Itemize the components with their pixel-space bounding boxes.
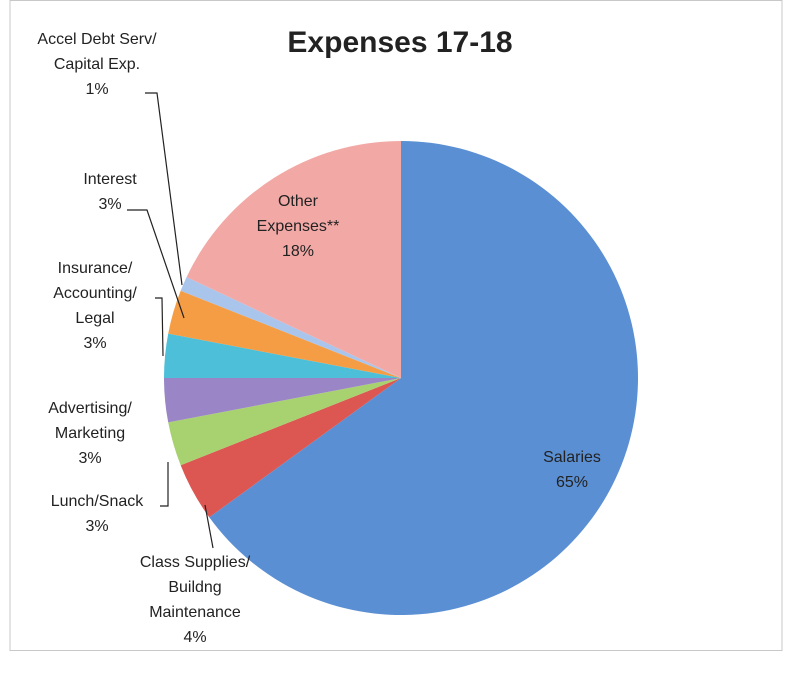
slice-label: Lunch/Snack [51, 493, 145, 510]
pie-slice [209, 141, 639, 615]
slice-label: Capital Exp. [54, 56, 140, 73]
leader-line [204, 504, 214, 549]
slice-label: Accounting/ [53, 285, 137, 302]
slice-label: Legal [75, 310, 114, 327]
leader-line [160, 462, 169, 507]
pie-slice [164, 333, 401, 378]
slice-value-label: 18% [282, 243, 314, 260]
pie-slice [168, 290, 401, 378]
slice-label: Interest [83, 171, 137, 188]
slice-label: Other [278, 193, 319, 210]
pie-slice [164, 378, 401, 423]
slice-label: Buildng [168, 579, 221, 596]
pie-slice [180, 277, 401, 378]
slice-value-label: 1% [85, 81, 108, 98]
slice-value-label: 3% [83, 335, 106, 352]
slice-label: Marketing [55, 425, 125, 442]
pie-slice [186, 141, 401, 378]
leader-line [155, 297, 164, 357]
chart-title: Expenses 17-18 [287, 26, 512, 59]
slice-value-label: 3% [78, 450, 101, 467]
slice-label: Insurance/ [58, 260, 133, 277]
slice-label: Accel Debt Serv/ [37, 31, 157, 48]
slice-value-label: 65% [556, 474, 588, 491]
leader-line [145, 92, 183, 286]
slice-label: Advertising/ [48, 400, 132, 417]
slice-label: Salaries [543, 449, 601, 466]
pie-slice [168, 378, 401, 466]
slice-label: Expenses** [257, 218, 340, 235]
leader-line [127, 209, 185, 319]
slice-label: Class Supplies/ [140, 554, 251, 571]
pie-slice [180, 378, 401, 518]
slice-value-label: 4% [183, 629, 206, 646]
slice-label: Maintenance [149, 604, 241, 621]
slice-value-label: 3% [85, 518, 108, 535]
slice-value-label: 3% [98, 196, 121, 213]
